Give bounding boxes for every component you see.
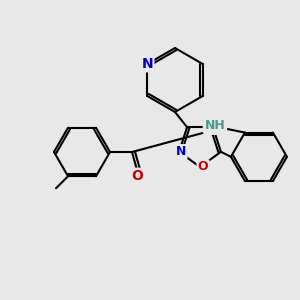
Text: N: N: [176, 145, 186, 158]
Text: NH: NH: [205, 119, 225, 132]
Text: O: O: [131, 169, 143, 183]
Text: O: O: [198, 160, 208, 173]
Text: N: N: [206, 121, 216, 134]
Text: N: N: [142, 57, 153, 71]
